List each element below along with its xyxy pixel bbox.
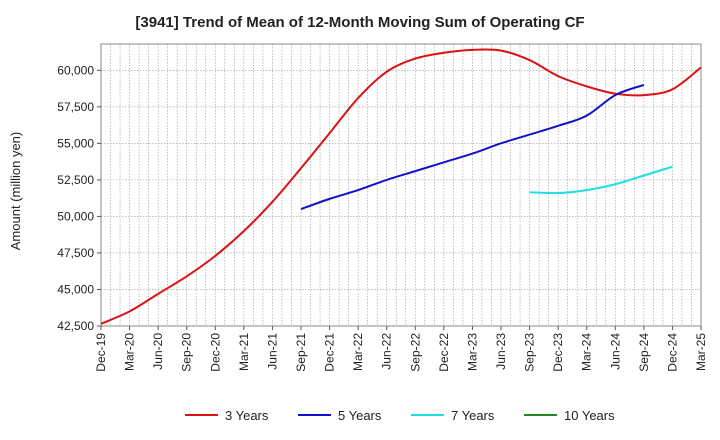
- x-tick-label: Dec-24: [665, 333, 679, 372]
- x-tick-label: Dec-22: [437, 333, 451, 372]
- y-tick-label: 60,000: [57, 63, 94, 77]
- x-tick-label: Jun-22: [380, 333, 394, 370]
- x-tick-label: Sep-22: [408, 333, 422, 372]
- x-tick-label: Dec-23: [551, 333, 565, 372]
- x-tick-label: Mar-23: [465, 333, 479, 371]
- legend-label-3-years: 3 Years: [225, 408, 269, 423]
- series-line-3-years: [100, 48, 702, 325]
- x-tick-label: Mar-22: [351, 333, 365, 371]
- series-line-7-years: [529, 165, 673, 195]
- plot-area: [100, 43, 702, 327]
- x-tick-label: Jun-24: [608, 333, 622, 370]
- y-axis: 42,500 45,000 47,500 50,000 52,500 55,000 57,5…: [57, 63, 101, 333]
- y-tick-label: 45,000: [57, 282, 94, 296]
- x-tick-label: Dec-19: [94, 333, 108, 372]
- x-tick-label: Dec-21: [323, 333, 337, 372]
- grid: [101, 44, 701, 327]
- x-tick-label: Mar-20: [123, 333, 137, 371]
- x-tick-label: Jun-20: [151, 333, 165, 370]
- chart-title: [3941] Trend of Mean of 12-Month Moving …: [135, 14, 584, 31]
- legend: 3 Years 5 Years 7 Years 10 Years: [185, 408, 615, 423]
- x-tick-label: Jun-23: [494, 333, 508, 370]
- y-tick-label: 52,500: [57, 173, 94, 187]
- x-tick-label: Sep-20: [180, 333, 194, 372]
- x-tick-label: Sep-21: [294, 333, 308, 372]
- y-axis-label: Amount (million yen): [8, 132, 23, 251]
- series-line-5-years: [300, 83, 645, 211]
- y-tick-label: 50,000: [57, 209, 94, 223]
- y-tick-label: 55,000: [57, 136, 94, 150]
- series-layer: [100, 48, 702, 325]
- legend-label-5-years: 5 Years: [338, 408, 382, 423]
- x-tick-label: Jun-21: [265, 333, 279, 370]
- y-tick-label: 42,500: [57, 319, 94, 333]
- legend-label-10-years: 10 Years: [564, 408, 615, 423]
- x-tick-label: Mar-24: [580, 333, 594, 371]
- legend-label-7-years: 7 Years: [451, 408, 495, 423]
- x-tick-label: Mar-25: [694, 333, 708, 371]
- y-tick-label: 57,500: [57, 100, 94, 114]
- x-tick-label: Sep-23: [523, 333, 537, 372]
- x-tick-label: Mar-21: [237, 333, 251, 371]
- x-tick-label: Sep-24: [637, 333, 651, 372]
- x-tick-label: Dec-20: [208, 333, 222, 372]
- x-axis: Dec-19 Mar-20 Jun-20 Sep-20 Dec-20 Mar-21 Jun-…: [94, 326, 708, 372]
- y-tick-label: 47,500: [57, 246, 94, 260]
